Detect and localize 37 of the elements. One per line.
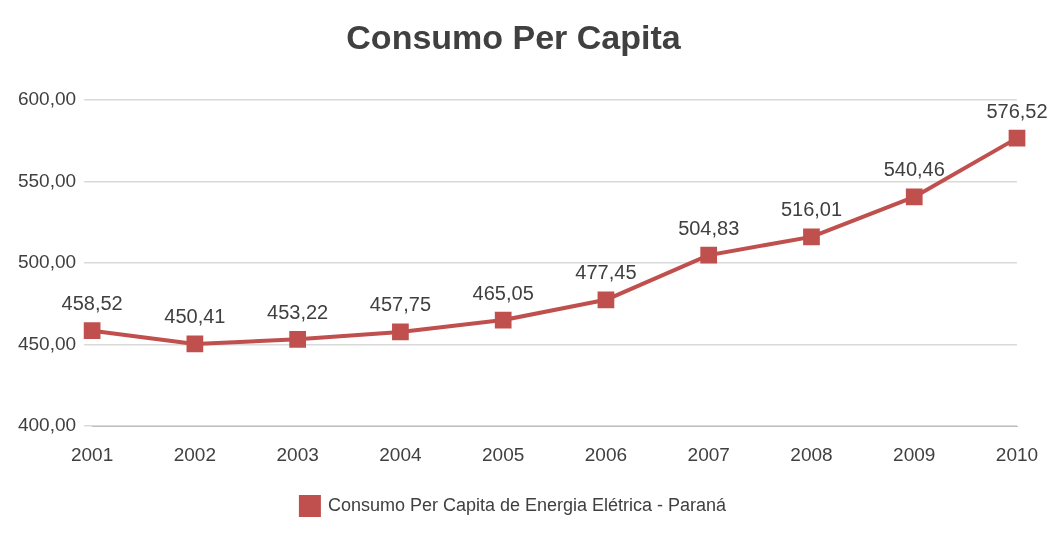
point [700,246,718,264]
point [905,188,923,206]
x-tick-label: 2001 [70,443,114,465]
point [1008,129,1026,147]
point [186,335,204,353]
legend-label: Consumo Per Capita de Energia Elétrica - Paraná [327,494,728,515]
data-label: 465,05 [472,281,534,304]
x-tick-label: 2002 [173,443,217,465]
data-label: 457,75 [369,293,431,316]
y-tick-label: 600,00 [17,88,77,110]
x-tick-label: 2007 [687,443,730,465]
x-tick-label: 2003 [276,443,319,465]
data-label: 477,45 [575,261,637,284]
point [392,323,409,341]
point [494,311,512,329]
x-tick-label: 2010 [995,443,1039,465]
x-tick-label: 2008 [790,443,833,465]
chart-title: Consumo Per Capita [346,17,682,56]
point [83,322,101,340]
x-tick-label: 2009 [893,443,936,465]
data-label: 504,83 [678,216,740,239]
x-tick-label: 2006 [584,443,628,465]
data-label: 576,52 [986,99,1048,122]
point [597,291,615,309]
data-label: 450,41 [164,305,226,328]
y-tick-label: 450,00 [17,332,77,354]
data-label: 516,01 [780,198,843,221]
point [803,228,820,246]
point [289,330,307,348]
data-label: 540,46 [883,158,945,181]
data-label: 453,22 [267,300,329,323]
y-tick-label: 400,00 [17,414,77,436]
y-tick-label: 550,00 [17,169,77,191]
x-tick-label: 2005 [482,443,525,465]
y-tick-label: 500,00 [17,251,77,273]
data-label: 458,52 [61,292,123,315]
x-tick-label: 2004 [379,443,422,465]
